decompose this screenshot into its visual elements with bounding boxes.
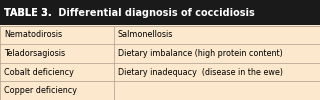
- Text: Copper deficiency: Copper deficiency: [4, 86, 77, 95]
- Bar: [0, 81, 320, 100]
- Text: TABLE 3.  Differential diagnosis of coccidiosis: TABLE 3. Differential diagnosis of cocci…: [4, 8, 255, 18]
- Text: Cobalt deficiency: Cobalt deficiency: [4, 68, 74, 77]
- Bar: [0, 63, 320, 81]
- Text: Salmonellosis: Salmonellosis: [118, 30, 173, 39]
- Text: TABLE 3.: TABLE 3.: [4, 8, 52, 18]
- Text: Nematodirosis: Nematodirosis: [4, 30, 62, 39]
- Bar: [0, 44, 320, 63]
- Bar: [0, 0, 320, 26]
- Bar: [0, 26, 320, 44]
- Text: Teladorsagiosis: Teladorsagiosis: [4, 49, 65, 58]
- Text: Dietary imbalance (high protein content): Dietary imbalance (high protein content): [118, 49, 283, 58]
- Text: Dietary inadequacy  (disease in the ewe): Dietary inadequacy (disease in the ewe): [118, 68, 283, 77]
